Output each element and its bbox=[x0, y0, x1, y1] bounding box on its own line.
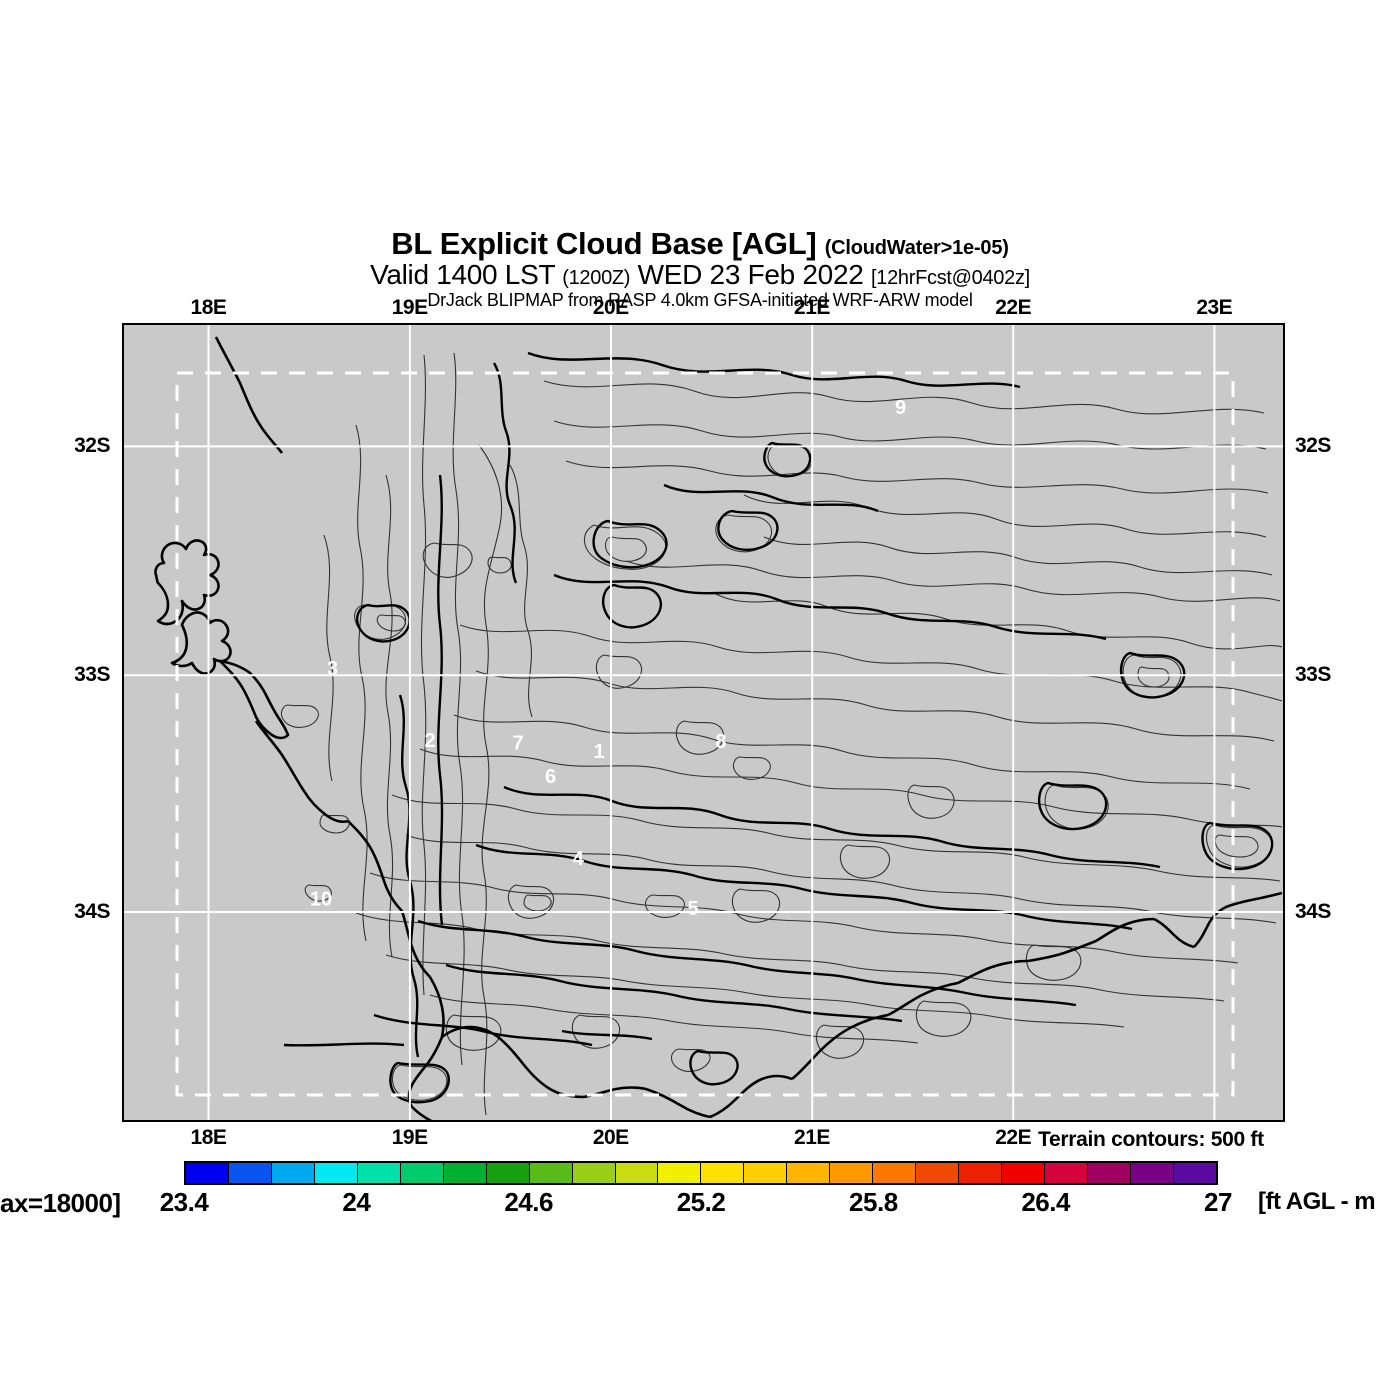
title-qualifier-text: (CloudWater>1e-05) bbox=[824, 237, 1009, 259]
colorbar-segment-19 bbox=[1002, 1163, 1046, 1183]
graticule-lines bbox=[124, 325, 1283, 1120]
lon-tick-bottom-18e: 18E bbox=[190, 1126, 227, 1149]
lon-tick-top-22e: 22E bbox=[995, 296, 1032, 319]
colorbar-segment-15 bbox=[830, 1163, 874, 1183]
lat-tick-right-33s: 33S bbox=[1295, 663, 1331, 687]
colorbar-segment-4 bbox=[357, 1163, 401, 1183]
valid-date-text: WED 23 Feb 2022 bbox=[637, 259, 864, 290]
station-marker-layer: 1 2 3 4 5 67 8 9 10 bbox=[310, 397, 906, 920]
lon-tick-bottom-22e: 22E bbox=[995, 1126, 1032, 1149]
colorbar-segment-12 bbox=[701, 1163, 745, 1183]
colorbar-segment-1 bbox=[228, 1163, 272, 1183]
chart-title-block: BL Explicit Cloud Base [AGL] (CloudWater… bbox=[0, 228, 1400, 309]
colorbar-tick-24-6: 24.6 bbox=[504, 1187, 553, 1217]
station-marker-6: 6 bbox=[545, 766, 556, 788]
forecast-tag-text: [12hrFcst@0402z] bbox=[871, 267, 1030, 289]
title-main-text: BL Explicit Cloud Base [AGL] bbox=[391, 226, 817, 261]
colorbar-segment-14 bbox=[787, 1163, 831, 1183]
colorbar-segment-11 bbox=[658, 1163, 702, 1183]
station-marker-7: 7 bbox=[513, 733, 524, 755]
colorbar-segment-2 bbox=[271, 1163, 315, 1183]
colorbar-tick-24: 24 bbox=[342, 1187, 371, 1217]
colorbar-segment-23 bbox=[1173, 1163, 1216, 1183]
colorbar-tick-26-4: 26.4 bbox=[1021, 1187, 1070, 1217]
terrain-contour-note: Terrain contours: 500 ft bbox=[1038, 1128, 1264, 1151]
station-marker-8: 8 bbox=[715, 731, 726, 753]
station-marker-5: 5 bbox=[688, 898, 699, 920]
lon-tick-top-21e: 21E bbox=[794, 296, 830, 319]
colorbar-segment-7 bbox=[486, 1163, 530, 1183]
lon-tick-bottom-21e: 21E bbox=[794, 1126, 830, 1149]
title-primary: BL Explicit Cloud Base [AGL] (CloudWater… bbox=[0, 228, 1400, 259]
lon-tick-bottom-20e: 20E bbox=[592, 1126, 629, 1149]
terrain-contours-bold bbox=[283, 351, 1274, 1104]
colorbar-tick-25-2: 25.2 bbox=[676, 1187, 726, 1217]
lat-tick-right-34s: 34S bbox=[1295, 900, 1331, 924]
colorbar-segment-3 bbox=[314, 1163, 358, 1183]
colorbar-left-annotation: ax=18000] bbox=[0, 1188, 121, 1218]
station-marker-9: 9 bbox=[895, 397, 906, 419]
lat-tick-left-33s: 33S bbox=[74, 663, 110, 687]
colorbar-segment-5 bbox=[400, 1163, 444, 1183]
colorbar-segment-17 bbox=[916, 1163, 960, 1183]
lat-tick-left-34s: 34S bbox=[74, 900, 110, 924]
colorbar-segment-18 bbox=[959, 1163, 1003, 1183]
station-marker-4: 4 bbox=[573, 848, 585, 870]
colorbar-segment-0 bbox=[186, 1163, 229, 1183]
colorbar-tick-23-4: 23.4 bbox=[159, 1187, 209, 1217]
colorbar-segment-21 bbox=[1088, 1163, 1131, 1183]
lon-tick-top-20e: 20E bbox=[592, 296, 629, 319]
station-marker-1: 1 bbox=[594, 741, 605, 763]
colorbar-segment-8 bbox=[529, 1163, 573, 1183]
colorbar-tick-25-8: 25.8 bbox=[849, 1187, 898, 1217]
title-model-line: DrJack BLIPMAP from RASP 4.0km GFSA-init… bbox=[427, 290, 973, 310]
lon-tick-bottom-19e: 19E bbox=[391, 1126, 428, 1149]
map-canvas[interactable]: 1 2 3 4 5 6 7 8 9 10 bbox=[122, 323, 1285, 1122]
colorbar-segment-9 bbox=[572, 1163, 616, 1183]
valid-time-text: Valid 1400 LST bbox=[370, 259, 555, 290]
colorbar-segment-20 bbox=[1045, 1163, 1089, 1183]
colorbar-segment-16 bbox=[873, 1163, 917, 1183]
colorbar[interactable] bbox=[184, 1161, 1218, 1185]
station-marker-3: 3 bbox=[327, 658, 338, 680]
title-valid-line: Valid 1400 LST (1200Z) WED 23 Feb 2022 [… bbox=[0, 261, 1400, 289]
station-marker-10: 10 bbox=[310, 888, 332, 910]
colorbar-units-annotation: [ft AGL - m bbox=[1258, 1188, 1376, 1215]
lon-tick-top-23e: 23E bbox=[1196, 296, 1233, 319]
lat-tick-left-32s: 32S bbox=[74, 434, 110, 458]
lon-tick-top-18e: 18E bbox=[190, 296, 227, 319]
colorbar-segment-6 bbox=[443, 1163, 487, 1183]
colorbar-segment-22 bbox=[1130, 1163, 1174, 1183]
station-marker-2: 2 bbox=[424, 730, 435, 752]
colorbar-segment-13 bbox=[744, 1163, 788, 1183]
lon-tick-top-19e: 19E bbox=[391, 296, 428, 319]
colorbar-segment-10 bbox=[615, 1163, 659, 1183]
lat-tick-right-32s: 32S bbox=[1295, 434, 1331, 458]
map-graphics: 1 2 3 4 5 67 8 9 10 bbox=[124, 325, 1283, 1120]
colorbar-tick-27: 27 bbox=[1204, 1187, 1232, 1217]
valid-utc-text: (1200Z) bbox=[562, 267, 631, 289]
domain-boundary-box bbox=[175, 371, 1235, 1097]
